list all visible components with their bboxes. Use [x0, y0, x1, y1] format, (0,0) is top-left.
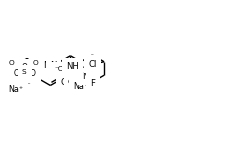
- Text: O: O: [78, 66, 84, 72]
- Text: O: O: [67, 79, 73, 85]
- Text: Na⁺: Na⁺: [72, 82, 88, 91]
- Text: N: N: [89, 72, 95, 80]
- Text: N: N: [43, 61, 50, 70]
- Text: O: O: [9, 60, 15, 65]
- Text: O: O: [30, 69, 36, 78]
- Text: ⁻O: ⁻O: [54, 66, 64, 72]
- Text: Cl: Cl: [88, 60, 96, 68]
- Text: OH: OH: [60, 78, 74, 87]
- Text: N: N: [82, 72, 88, 81]
- Text: O⁻: O⁻: [21, 81, 31, 88]
- Text: O: O: [14, 69, 20, 78]
- Text: F: F: [90, 79, 95, 88]
- Text: S: S: [68, 66, 72, 72]
- Text: O: O: [22, 63, 28, 72]
- Text: S: S: [22, 69, 27, 78]
- Text: Na⁺: Na⁺: [8, 85, 23, 94]
- Text: NH₂: NH₂: [18, 74, 36, 83]
- Text: F: F: [90, 64, 94, 73]
- Text: N: N: [50, 61, 57, 70]
- Text: O: O: [33, 60, 39, 65]
- Text: S: S: [22, 68, 26, 75]
- Text: NH: NH: [66, 62, 79, 71]
